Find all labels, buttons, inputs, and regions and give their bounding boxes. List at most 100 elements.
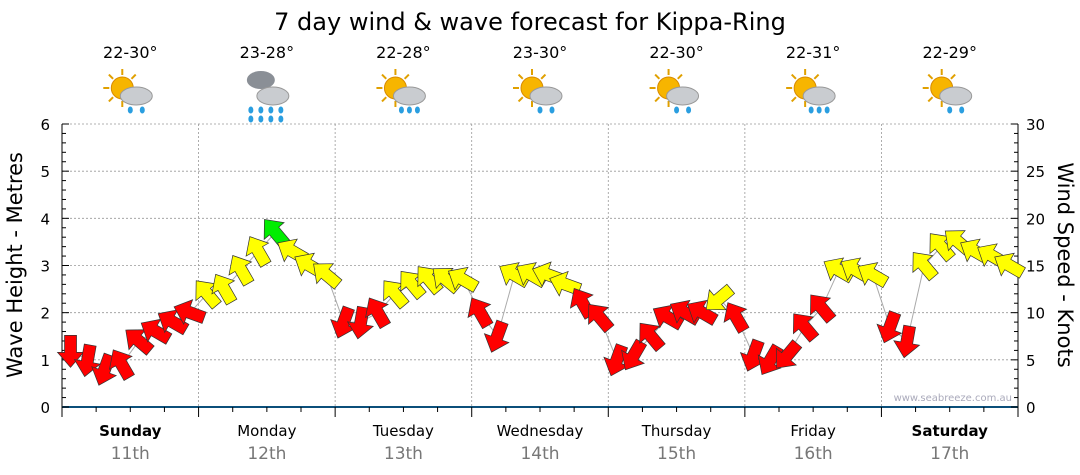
raindrop-icon xyxy=(248,106,254,114)
temperature-range: 22-30° xyxy=(649,43,704,62)
y2-tick-label: 20 xyxy=(1026,210,1045,228)
weather-icon-sun-cloud-showers xyxy=(649,69,700,114)
weather-icon-sun-cloud-showers xyxy=(922,69,973,114)
temperature-range: 22-29° xyxy=(922,43,977,62)
raindrop-icon xyxy=(947,106,953,114)
date-label: 17th xyxy=(930,444,969,464)
weather-icon-sun-cloud-showers xyxy=(513,69,563,114)
wind-arrow xyxy=(140,318,173,345)
raindrop-icon xyxy=(127,106,133,114)
y-tick-label: 3 xyxy=(40,258,50,276)
wind-arrow xyxy=(447,266,480,293)
raindrop-icon xyxy=(398,106,404,114)
sun-ray xyxy=(791,73,797,80)
wind-arrow xyxy=(994,252,1026,279)
sun-ray xyxy=(517,96,524,103)
y2-tick-label: 15 xyxy=(1026,258,1045,276)
sun-ray xyxy=(381,73,387,80)
sun-ray xyxy=(950,73,956,80)
wind-arrow xyxy=(173,299,207,326)
wind-arrow xyxy=(228,255,255,287)
wind-arrow xyxy=(857,262,890,289)
date-label: 16th xyxy=(794,444,833,464)
wind-arrow xyxy=(56,335,85,368)
wind-arrow xyxy=(639,322,666,353)
cloud-icon xyxy=(256,86,290,106)
day-label: Saturday xyxy=(912,422,989,440)
sun-ray xyxy=(130,73,137,80)
day-label: Sunday xyxy=(99,422,162,440)
sun-ray xyxy=(813,73,820,80)
sun-ray xyxy=(677,73,683,80)
cloud-icon xyxy=(666,86,700,106)
wind-arrow xyxy=(810,294,837,324)
y-axis-label: Wave Height - Metres xyxy=(3,152,27,378)
raindrop-icon xyxy=(139,106,145,114)
raindrop-icon xyxy=(258,106,264,114)
temperature-range: 23-28° xyxy=(240,43,295,62)
raindrop-icon xyxy=(686,106,692,114)
sun-ray xyxy=(927,73,934,80)
weather-icon-rain-cloud xyxy=(246,71,290,123)
cloud-icon xyxy=(802,86,836,106)
raindrop-icon xyxy=(537,106,543,114)
day-label: Thursday xyxy=(641,422,712,440)
date-label: 12th xyxy=(247,444,286,464)
raindrop-icon xyxy=(278,106,284,114)
y-tick-label: 2 xyxy=(40,305,50,323)
sun-ray xyxy=(927,96,934,103)
wind-arrow xyxy=(912,252,939,282)
y-tick-label: 4 xyxy=(40,210,50,228)
temperature-range: 22-31° xyxy=(786,43,841,62)
wind-arrow xyxy=(705,283,736,311)
wind-arrow xyxy=(775,339,803,369)
y2-tick-label: 5 xyxy=(1026,352,1036,370)
sun-ray xyxy=(654,96,661,103)
cloud-icon xyxy=(939,86,973,106)
wind-arrow xyxy=(365,297,391,330)
y2-tick-label: 25 xyxy=(1026,163,1045,181)
day-label: Tuesday xyxy=(372,422,434,440)
cloud-icon xyxy=(529,86,563,106)
weather-icon-sun-cloud-rain xyxy=(786,69,836,114)
wind-arrow xyxy=(109,349,135,382)
raindrop-icon xyxy=(824,106,830,114)
wind-arrow xyxy=(467,297,494,330)
chart-title: 7 day wind & wave forecast for Kippa-Rin… xyxy=(274,8,786,36)
sun-ray xyxy=(108,96,114,103)
sun-ray xyxy=(381,96,387,103)
wind-arrow xyxy=(686,299,719,326)
sun-ray xyxy=(108,73,114,80)
wind-arrow xyxy=(588,303,615,334)
raindrop-icon xyxy=(959,106,965,114)
wind-arrow xyxy=(91,352,118,386)
cloud-icon xyxy=(392,86,426,106)
wind-arrow xyxy=(211,273,238,306)
raindrop-icon xyxy=(278,115,284,123)
date-label: 13th xyxy=(384,444,423,464)
raindrop-icon xyxy=(268,115,274,123)
raindrop-icon xyxy=(406,106,412,114)
raindrop-icon xyxy=(549,106,555,114)
sun-ray xyxy=(791,96,797,103)
sun-ray xyxy=(654,73,661,80)
date-label: 15th xyxy=(657,444,696,464)
y-tick-label: 6 xyxy=(40,116,50,134)
temperature-range: 22-28° xyxy=(376,43,431,62)
weather-icon-sun-cloud-showers xyxy=(103,69,153,114)
date-label: 11th xyxy=(111,444,150,464)
y2-tick-label: 0 xyxy=(1026,399,1036,417)
raindrop-icon xyxy=(414,106,420,114)
raindrop-icon xyxy=(258,115,264,123)
wind-arrow xyxy=(483,319,510,353)
y2-tick-label: 30 xyxy=(1026,116,1045,134)
dark-cloud-icon xyxy=(246,71,275,89)
day-label: Friday xyxy=(790,422,836,440)
day-label: Monday xyxy=(237,422,296,440)
raindrop-icon xyxy=(268,106,274,114)
day-label: Wednesday xyxy=(497,422,584,440)
wind-arrow xyxy=(245,236,272,268)
sun-ray xyxy=(517,73,524,80)
